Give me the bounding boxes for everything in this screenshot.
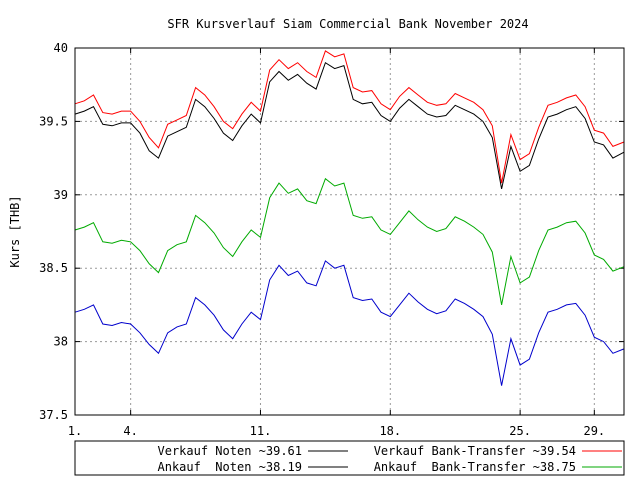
legend-label: Verkauf Noten ~39.61 [158, 444, 303, 458]
y-tick-label: 39.5 [39, 114, 68, 128]
legend-label: Ankauf Noten ~38.19 [158, 460, 303, 474]
plot-frame [74, 47, 625, 416]
axis-ticks: 37.5 38 38.5 39 39.5 40 1. 4. 11. 18. 25. 29. [39, 41, 624, 438]
series-line-4 [74, 177, 625, 305]
y-tick-label: 37.5 [39, 408, 68, 422]
series-lines [74, 50, 625, 386]
legend-label: Ankauf Bank-Transfer ~38.75 [374, 460, 576, 474]
legend-label: Verkauf Bank-Transfer ~39.54 [374, 444, 576, 458]
y-axis-label: Kurs [THB] [8, 195, 22, 267]
grid [75, 48, 624, 415]
y-tick-label: 38 [54, 335, 68, 349]
x-tick-label: 25. [509, 424, 531, 438]
y-tick-label: 38.5 [39, 261, 68, 275]
legend-box [74, 440, 625, 476]
chart-title: SFR Kursverlauf Siam Commercial Bank Nov… [167, 17, 528, 31]
series-line-2 [74, 61, 625, 190]
legend: Verkauf Noten ~39.61 Verkauf Bank-Transfe… [74, 440, 625, 476]
x-tick-label: 11. [250, 424, 272, 438]
x-tick-label: 4. [123, 424, 137, 438]
series-line-1 [74, 50, 625, 184]
series-line-3 [74, 260, 625, 386]
y-tick-label: 40 [54, 41, 68, 55]
x-tick-label: 1. [68, 424, 82, 438]
y-tick-label: 39 [54, 188, 68, 202]
x-tick-label: 18. [379, 424, 401, 438]
x-tick-label: 29. [583, 424, 605, 438]
